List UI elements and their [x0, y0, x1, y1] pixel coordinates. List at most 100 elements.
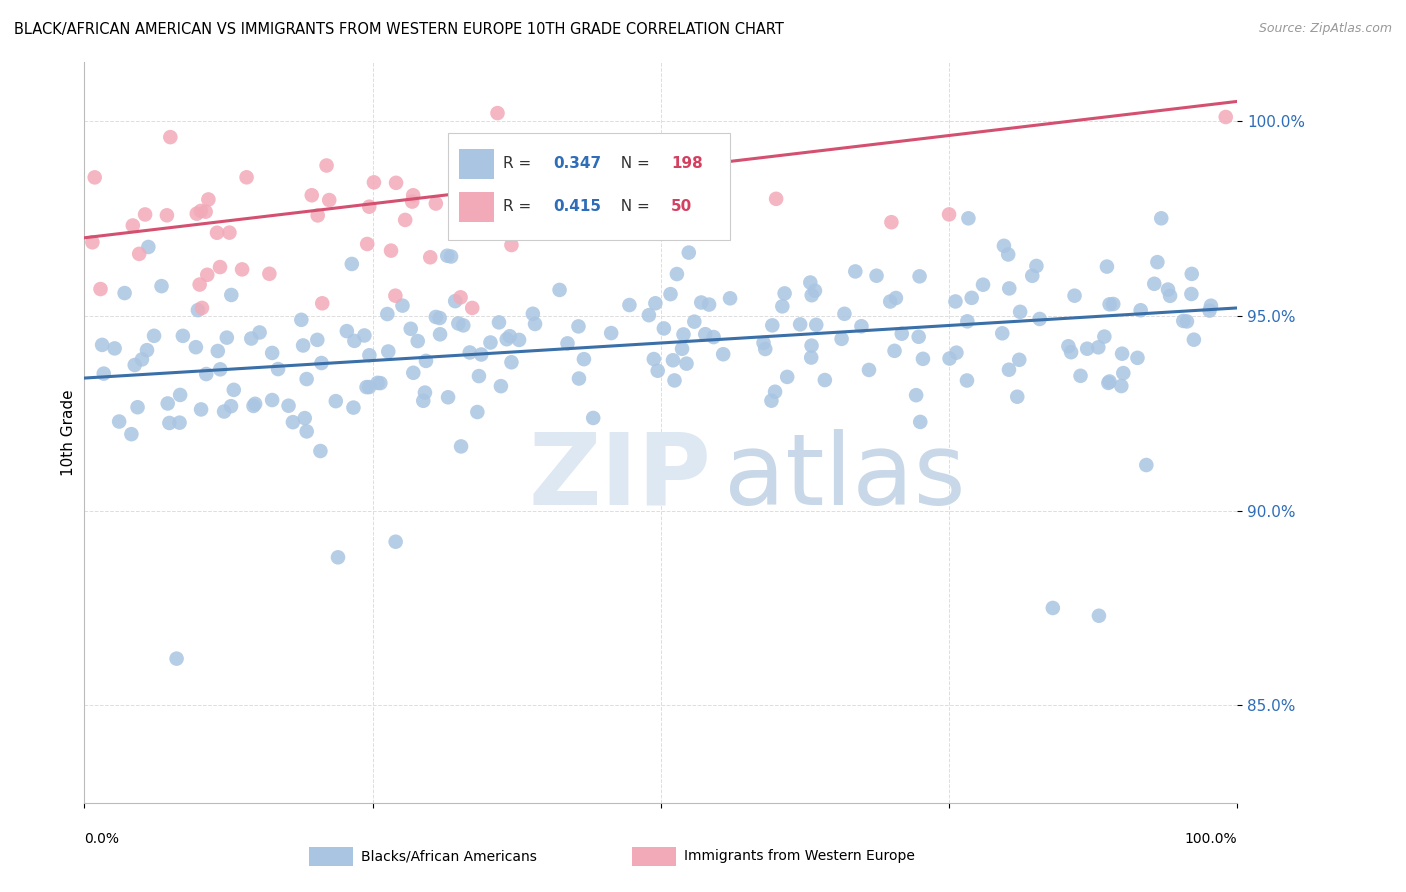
Point	[1028, 312, 1050, 326]
Point	[998, 281, 1021, 295]
Text: 0.347: 0.347	[554, 156, 602, 171]
Point	[957, 211, 980, 226]
Point	[447, 317, 470, 331]
Point	[93, 367, 115, 381]
Point	[1102, 297, 1125, 311]
Point	[488, 315, 510, 329]
Point	[406, 334, 429, 348]
Point	[156, 208, 179, 222]
Point	[315, 159, 337, 173]
Point	[437, 390, 460, 404]
Point	[91, 338, 114, 352]
Point	[776, 370, 799, 384]
Point	[911, 351, 934, 366]
Text: 50: 50	[671, 199, 692, 214]
Point	[402, 366, 425, 380]
Point	[997, 247, 1019, 261]
Point	[215, 331, 238, 345]
Point	[486, 106, 509, 120]
Point	[765, 192, 787, 206]
FancyBboxPatch shape	[447, 133, 730, 240]
Point	[121, 219, 143, 233]
Point	[399, 322, 422, 336]
Point	[865, 268, 887, 283]
Point	[290, 313, 312, 327]
Point	[508, 333, 530, 347]
Point	[938, 351, 960, 366]
Point	[394, 213, 416, 227]
Point	[402, 188, 425, 202]
Point	[359, 380, 381, 394]
Point	[467, 405, 489, 419]
Point	[195, 268, 218, 282]
Point	[567, 319, 589, 334]
Point	[295, 425, 318, 439]
Point	[186, 207, 208, 221]
Point	[489, 379, 512, 393]
Point	[1010, 305, 1032, 319]
Point	[905, 388, 928, 402]
Point	[169, 388, 191, 402]
FancyBboxPatch shape	[633, 847, 676, 866]
Point	[956, 314, 979, 328]
Point	[205, 226, 228, 240]
Point	[659, 287, 682, 301]
Point	[429, 311, 451, 326]
Point	[188, 277, 211, 292]
Point	[367, 376, 389, 390]
Point	[501, 238, 523, 252]
Point	[461, 301, 484, 315]
Text: R =: R =	[503, 156, 536, 171]
Point	[1021, 268, 1043, 283]
Point	[804, 284, 827, 298]
Point	[138, 240, 160, 254]
Point	[956, 374, 979, 388]
Point	[1060, 345, 1083, 359]
Point	[652, 321, 675, 335]
Point	[1135, 458, 1157, 472]
Point	[307, 333, 329, 347]
Point	[799, 276, 821, 290]
Point	[678, 245, 700, 260]
Point	[468, 369, 491, 384]
FancyBboxPatch shape	[460, 149, 494, 178]
Point	[752, 335, 775, 350]
Point	[453, 318, 475, 333]
Point	[718, 291, 741, 305]
Point	[136, 343, 159, 358]
Point	[240, 332, 263, 346]
Point	[834, 307, 856, 321]
Point	[1042, 601, 1064, 615]
Point	[522, 307, 544, 321]
Point	[1143, 277, 1166, 291]
Point	[907, 330, 929, 344]
Point	[353, 328, 375, 343]
Point	[191, 301, 214, 315]
Point	[325, 394, 347, 409]
Point	[1007, 390, 1029, 404]
Point	[281, 415, 304, 429]
Point	[908, 269, 931, 284]
Point	[195, 367, 218, 381]
Point	[453, 211, 475, 226]
Point	[945, 294, 967, 309]
Point	[401, 194, 423, 209]
Point	[945, 345, 967, 359]
Point	[572, 352, 595, 367]
Point	[209, 362, 232, 376]
Point	[267, 362, 290, 376]
Point	[773, 286, 796, 301]
Point	[890, 326, 912, 341]
Point	[295, 372, 318, 386]
Point	[557, 336, 579, 351]
Point	[194, 204, 217, 219]
Point	[499, 329, 522, 343]
Point	[159, 130, 181, 145]
Point	[391, 299, 413, 313]
Point	[1173, 314, 1195, 328]
Point	[1087, 340, 1109, 354]
Point	[548, 283, 571, 297]
Text: R =: R =	[503, 199, 536, 214]
Point	[960, 291, 983, 305]
Point	[425, 310, 447, 324]
